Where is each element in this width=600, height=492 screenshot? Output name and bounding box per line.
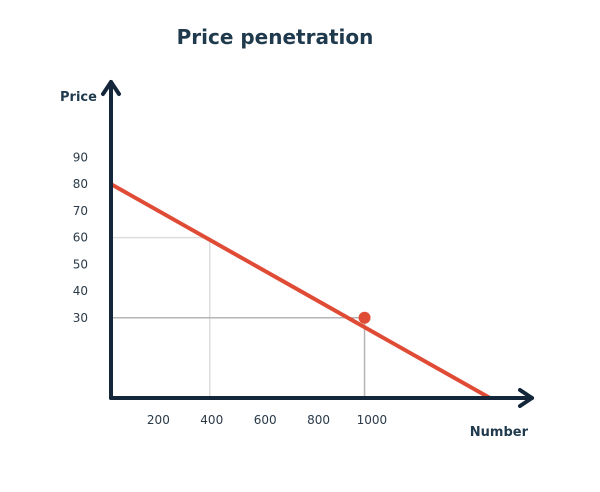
- y-axis-arrow: [101, 80, 121, 96]
- series-line: [109, 182, 492, 400]
- y-tick-label: 40: [73, 284, 88, 298]
- x-axis-arrow: [518, 388, 534, 408]
- x-tick-label: 1000: [357, 413, 388, 427]
- y-tick-label: 50: [73, 257, 88, 271]
- highlight-point: [358, 311, 371, 324]
- reference-lines: [111, 236, 366, 398]
- y-tick-label: 30: [73, 311, 88, 325]
- series-group: [109, 182, 492, 400]
- y-tick-label: 70: [73, 204, 88, 218]
- y-tick-label: 60: [73, 231, 88, 245]
- y-tick-label: 80: [73, 177, 88, 191]
- x-tick-labels: 200 400 600 800 1000: [147, 413, 387, 427]
- x-axis-label: Number: [470, 425, 529, 440]
- y-tick-label: 90: [73, 150, 88, 164]
- chart-title: Price penetration: [177, 25, 374, 49]
- points-group: [358, 311, 371, 324]
- y-tick-labels: 30 40 50 60 70 80 90: [73, 150, 88, 324]
- x-tick-label: 400: [200, 413, 223, 427]
- x-tick-label: 600: [254, 413, 277, 427]
- y-axis-label: Price: [60, 90, 97, 105]
- x-tick-label: 800: [307, 413, 330, 427]
- axes: [101, 80, 534, 408]
- x-tick-label: 200: [147, 413, 170, 427]
